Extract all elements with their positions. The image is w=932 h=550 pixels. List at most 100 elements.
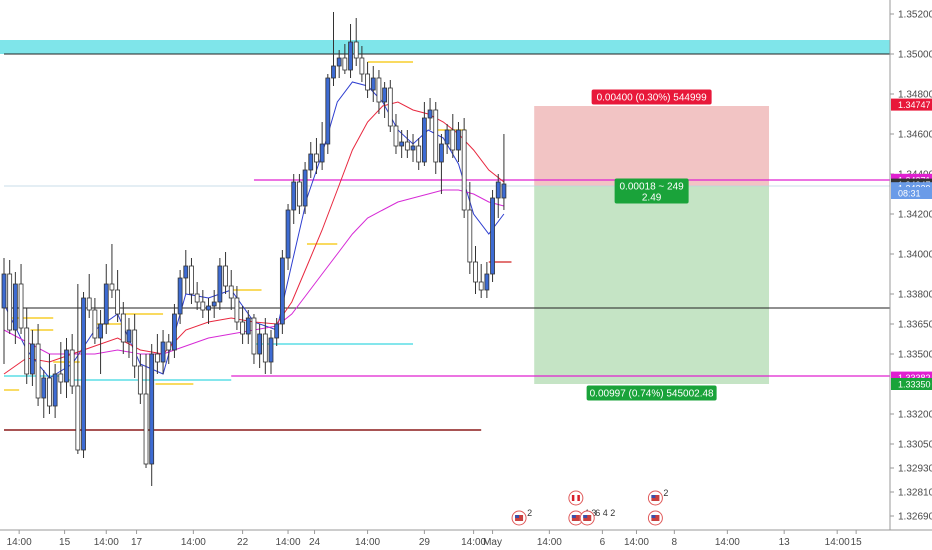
event-count-5: 2	[663, 488, 668, 498]
candle-body-18	[103, 283, 109, 325]
candle-body-65	[370, 77, 376, 91]
candle-body-21	[120, 313, 126, 343]
candle-body-60	[342, 57, 348, 71]
candle-body-13	[75, 385, 81, 451]
risk-reward-label-text-1: 2.49	[642, 193, 662, 204]
price-tick-label-1: 1.35000	[898, 50, 932, 61]
stop-loss-zone	[534, 106, 770, 186]
time-tick-label-15: 8	[672, 537, 678, 548]
time-tick-label-1: 15	[59, 537, 71, 548]
candle-body-73	[416, 145, 422, 163]
candle-body-12	[69, 349, 75, 387]
candle-body-6	[35, 343, 41, 399]
candle-body-43	[245, 317, 251, 335]
candle-body-36	[206, 305, 211, 311]
candle-body-64	[365, 73, 370, 91]
us-flag-canton-0	[515, 515, 520, 518]
candle-body-27	[154, 353, 160, 363]
time-tick-label-8: 14:00	[355, 537, 380, 548]
price-tag-label-4: 08:31	[898, 189, 921, 199]
candle-body-25	[143, 393, 149, 465]
time-tick-label-10: 14:00	[461, 537, 486, 548]
stop-label-text-0: 0.00400 (0.30%) 544999	[597, 93, 708, 104]
stop-label-box	[591, 89, 712, 105]
candle-body-5	[30, 343, 35, 375]
price-axis-background	[890, 0, 932, 550]
candle-body-31	[177, 277, 183, 315]
candle-body-67	[382, 87, 388, 103]
candle-body-40	[228, 285, 234, 299]
candle-body-85	[484, 273, 490, 291]
candle-body-35	[200, 301, 206, 311]
candle-body-1	[7, 273, 13, 331]
event-count-2: 6 4 2	[595, 508, 615, 518]
candle-body-0	[1, 273, 7, 309]
candle-body-79	[450, 129, 456, 151]
candle-body-68	[387, 87, 393, 127]
candle-body-62	[353, 41, 359, 59]
candle-body-17	[98, 323, 103, 339]
supply-zone-band	[0, 40, 890, 54]
canada-flag-center-3	[574, 495, 578, 501]
us-flag-canton-4	[651, 515, 656, 518]
candle-body-69	[393, 125, 399, 147]
price-tick-label-7: 1.33800	[898, 290, 932, 301]
candle-body-30	[172, 313, 177, 351]
price-tick-label-6: 1.34000	[898, 250, 932, 261]
candle-body-55	[314, 153, 319, 163]
price-tick-label-12: 1.32930	[898, 464, 932, 475]
candle-body-14	[81, 297, 86, 451]
candle-body-78	[444, 129, 450, 145]
candle-body-50	[285, 209, 291, 259]
candle-body-34	[194, 293, 200, 303]
price-tag-0	[891, 98, 932, 111]
candle-body-72	[410, 145, 416, 151]
candle-body-20	[115, 289, 121, 315]
candle-body-3	[18, 283, 24, 329]
time-tick-label-12: 14:00	[537, 537, 562, 548]
target-label-box	[586, 385, 717, 401]
candle-body-37	[211, 301, 217, 307]
price-tick-label-9: 1.33500	[898, 350, 932, 361]
candle-body-74	[421, 117, 427, 163]
price-tick-label-14: 1.32690	[898, 512, 932, 523]
time-tick-label-7: 24	[309, 537, 321, 548]
candle-body-70	[399, 141, 405, 147]
us-flag-canton-1	[571, 515, 576, 518]
candle-body-33	[189, 265, 194, 295]
target-label-text-0: 0.00997 (0.74%) 545002.48	[590, 389, 714, 400]
candle-body-58	[331, 65, 336, 79]
candle-body-63	[359, 57, 365, 75]
price-tick-label-2: 1.34800	[898, 90, 932, 101]
price-tag-label-0: 1.34747	[898, 100, 931, 110]
time-tick-label-18: 14:00	[825, 537, 850, 548]
candle-body-15	[86, 297, 92, 311]
candle-body-28	[160, 341, 166, 363]
candle-body-39	[223, 265, 228, 287]
candle-body-87	[495, 181, 501, 199]
candle-body-7	[41, 377, 47, 399]
time-tick-label-9: 29	[419, 537, 431, 548]
event-count-0: 2	[527, 508, 532, 518]
price-tick-label-5: 1.34200	[898, 210, 932, 221]
candle-body-51	[291, 181, 297, 211]
candle-body-82	[467, 209, 473, 263]
price-tick-label-10: 1.33200	[898, 410, 932, 421]
us-flag-canton-5	[651, 495, 656, 498]
candle-body-76	[433, 109, 439, 163]
candle-body-48	[274, 323, 280, 339]
price-tick-label-0: 1.35200	[898, 10, 932, 21]
candle-body-29	[166, 341, 172, 351]
candle-body-47	[268, 337, 274, 363]
candle-body-45	[257, 333, 263, 355]
time-tick-label-11: May	[483, 537, 502, 548]
time-tick-label-2: 14:00	[94, 537, 119, 548]
price-tick-label-3: 1.34600	[898, 130, 932, 141]
candle-body-23	[132, 329, 138, 367]
candle-body-88	[501, 183, 507, 199]
candle-body-10	[58, 373, 64, 383]
candle-body-42	[240, 321, 245, 335]
